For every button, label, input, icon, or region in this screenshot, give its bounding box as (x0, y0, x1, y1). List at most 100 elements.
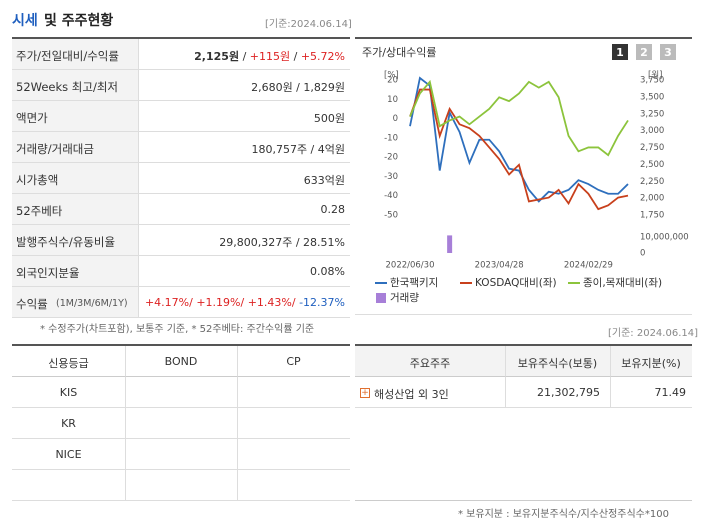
chart-title: 주가/상대수익률 (362, 46, 437, 59)
agency: NICE (55, 448, 82, 461)
row-label: 시가총액 (16, 173, 59, 187)
cell (12, 408, 125, 439)
y2-tick-label: 3,500 (640, 92, 664, 102)
value-part: 2,680원 / 1,829원 (251, 81, 345, 94)
cell (125, 470, 237, 501)
row-label: 거래량/거래대금 (16, 142, 94, 156)
value-cell (138, 194, 350, 225)
series-line (409, 79, 629, 157)
value-part: +1.43%/ (247, 296, 300, 309)
row-value: 0.08% (310, 265, 345, 278)
y2-tick-label: 1,750 (640, 211, 664, 221)
value-part: +115원 (249, 50, 291, 63)
row-value: 0.28 (321, 203, 346, 216)
value-part: -12.37% (299, 296, 345, 309)
legend-label: 거래량 (390, 292, 419, 304)
value-part: 500원 (313, 112, 345, 125)
expand-icon[interactable]: + (360, 388, 370, 398)
chart-button[interactable] (612, 44, 628, 60)
value-cell (138, 256, 350, 287)
value-cell (138, 70, 350, 101)
row-label: 수익률 (16, 297, 48, 311)
y-tick-label: 10 (387, 95, 398, 105)
value-part: +5.72% (300, 50, 345, 63)
label-cell (12, 39, 138, 70)
legend-label: 한국팩키지 (390, 277, 438, 289)
label-cell (12, 287, 138, 318)
series-line (409, 76, 629, 203)
value-part: 633억원 (303, 174, 345, 187)
y-tick-label: 20 (387, 76, 398, 86)
row-label: 액면가 (16, 111, 48, 125)
row-value: 29,800,327주 / 28.51% (219, 234, 345, 250)
table-bottom (355, 500, 692, 501)
header-cell (237, 346, 350, 377)
label-cell (12, 225, 138, 256)
value-part: 0.28 (320, 203, 346, 216)
y-tick-label: -20 (384, 153, 398, 163)
y-unit: [%] (384, 71, 399, 81)
cell (125, 377, 237, 408)
chart-button-label: 1 (616, 46, 624, 59)
volume-tick-label: 0 (640, 249, 645, 259)
label-cell (12, 70, 138, 101)
y2-unit: [원] (648, 71, 662, 81)
chart-button[interactable] (636, 44, 652, 60)
cell (125, 439, 237, 470)
series-line (409, 88, 629, 211)
value-part: +4.17%/ (144, 296, 197, 309)
chart-panel (355, 37, 692, 315)
row-value: 180,757주 / 4억원 (251, 141, 345, 157)
row-value: 633억원 (304, 172, 345, 188)
value-part: 29,800,327주 / 28.51% (219, 236, 345, 249)
header-label: 보유지분(%) (621, 357, 681, 370)
label-cell (12, 256, 138, 287)
row-label: 발행주식수/유동비율 (16, 235, 116, 249)
note: * 수정주가(차트포함), 보통주 기준, * 52주베타: 주간수익률 기준 (40, 324, 315, 335)
value-cell (138, 39, 350, 70)
row-label: 52Weeks 최고/최저 (16, 80, 118, 94)
value-cell (138, 132, 350, 163)
value-part: 0.08% (310, 265, 345, 278)
volume-bar (447, 235, 453, 253)
value-cell (138, 287, 350, 318)
value-cell (138, 163, 350, 194)
header-label: 보유주식수(보통) (517, 357, 598, 370)
row-label: 주가/전일대비/수익률 (16, 49, 119, 63)
table-border (355, 344, 692, 346)
header-cell (125, 346, 237, 377)
y-tick-label: -10 (384, 133, 398, 143)
title-rest: 및 주주현황 (44, 13, 114, 29)
legend-label: 종이,목재대비(좌) (583, 277, 662, 289)
y2-tick-label: 3,000 (640, 126, 664, 136)
cell (237, 439, 350, 470)
date: [기준:2024.06.14] (265, 19, 352, 30)
chart-button[interactable] (660, 44, 676, 60)
row-value: 2,125원 / +115원 / +5.72% (194, 48, 345, 64)
row-value: 500원 (314, 110, 345, 126)
chart-button-label: 2 (640, 46, 648, 59)
value-part: +1.19%/ (196, 296, 248, 309)
y2-tick-label: 2,500 (640, 160, 664, 170)
row-value: +4.17%/ +1.19%/ +1.43%/ -12.37% (145, 296, 345, 309)
cell (12, 377, 125, 408)
legend-swatch (376, 293, 386, 303)
y2-tick-label: 2,000 (640, 194, 664, 204)
label-cell (12, 163, 138, 194)
label-cell (12, 194, 138, 225)
title-main: 시세 (12, 13, 38, 29)
y-tick-label: 0 (393, 114, 398, 124)
cell (125, 408, 237, 439)
x-tick-label: 2024/02/29 (564, 261, 613, 271)
holder-ratio: 71.49 (654, 386, 687, 399)
header-cell (355, 346, 505, 377)
y2-tick-label: 3,250 (640, 109, 664, 119)
legend-label: KOSDAQ대비(좌) (475, 277, 557, 289)
row-value: 2,680원 / 1,829원 (251, 79, 345, 95)
header-cell (12, 346, 125, 377)
y2-tick-label: 2,250 (640, 177, 664, 187)
cell (505, 377, 610, 408)
y2-tick-label: 3,750 (640, 76, 664, 86)
header-label: 주요주주 (409, 357, 451, 370)
